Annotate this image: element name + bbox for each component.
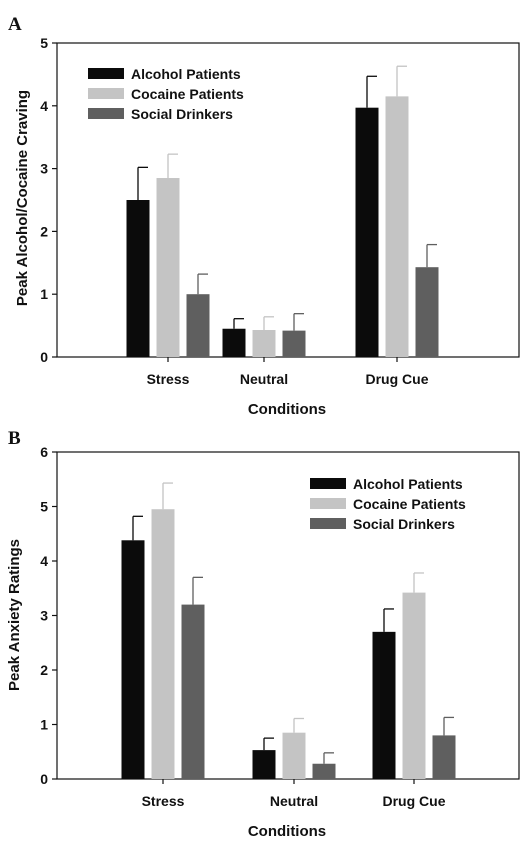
bar-cocaine [156, 178, 180, 357]
legend-label-alcohol: Alcohol Patients [353, 476, 463, 492]
x-tick-label: Drug Cue [383, 793, 446, 809]
bar-cocaine [385, 96, 409, 357]
legend-swatch-cocaine [88, 88, 124, 99]
bar-alcohol [121, 540, 145, 779]
bar-alcohol [372, 631, 396, 779]
legend-swatch-alcohol [88, 68, 124, 79]
bar-alcohol [355, 107, 379, 358]
x-tick-label: Neutral [270, 793, 318, 809]
bar-cocaine [252, 329, 276, 357]
legend-swatch-social [88, 108, 124, 119]
bar-social [186, 294, 210, 357]
y-tick-label: 4 [40, 98, 48, 114]
y-tick-label: 0 [40, 771, 48, 787]
panel-b-legend: Alcohol Patients Cocaine Patients Social… [310, 476, 466, 532]
y-tick-label: 6 [40, 444, 48, 460]
x-tick-label: Stress [147, 371, 190, 387]
panel-a-y-axis-title: Peak Alcohol/Cocaine Craving [14, 90, 31, 306]
y-tick-label: 1 [40, 286, 48, 302]
bar-cocaine [282, 732, 306, 779]
bar-cocaine [151, 509, 175, 779]
panel-b: B 0 1 2 3 4 5 6 Stress Neutral Drug Cue Peak Anxi… [6, 428, 520, 840]
plot-frame [56, 42, 520, 358]
legend-swatch-cocaine [310, 498, 346, 509]
panel-b-y-axis-title: Peak Anxiety Ratings [6, 539, 23, 691]
bar-social [282, 330, 306, 357]
x-tick-label: Drug Cue [366, 371, 429, 387]
legend-label-cocaine: Cocaine Patients [353, 496, 466, 512]
legend-swatch-alcohol [310, 478, 346, 489]
bar-alcohol [222, 328, 246, 357]
y-tick-label: 3 [40, 161, 48, 177]
panel-b-plot: 0 1 2 3 4 5 6 Stress Neutral Drug Cue [40, 444, 520, 809]
y-tick-label: 5 [40, 35, 48, 51]
y-tick-label: 2 [40, 223, 48, 239]
bar-social [432, 735, 456, 779]
panel-a-plot: 0 1 2 3 4 5 Stress Neutral Drug Cue [40, 35, 520, 387]
panel-a-x-axis-title: Conditions [248, 401, 326, 418]
bar-social [415, 267, 439, 357]
panel-a-legend: Alcohol Patients Cocaine Patients Social… [88, 66, 244, 122]
legend-label-social: Social Drinkers [353, 516, 455, 532]
panel-b-x-axis-title: Conditions [248, 823, 326, 840]
legend-label-social: Social Drinkers [131, 106, 233, 122]
bar-social [312, 763, 336, 779]
y-tick-label: 4 [40, 553, 48, 569]
y-tick-label: 0 [40, 349, 48, 365]
bar-alcohol [252, 750, 276, 779]
panel-a-letter: A [8, 14, 22, 35]
legend-label-cocaine: Cocaine Patients [131, 86, 244, 102]
y-tick-label: 2 [40, 662, 48, 678]
x-tick-label: Neutral [240, 371, 288, 387]
legend-label-alcohol: Alcohol Patients [131, 66, 241, 82]
y-tick-label: 3 [40, 608, 48, 624]
y-tick-label: 5 [40, 499, 48, 515]
legend-swatch-social [310, 518, 346, 529]
panel-a: A 0 1 2 3 4 5 Stress Neutral Drug Cue Peak Alcoh… [8, 14, 520, 418]
y-tick-label: 1 [40, 717, 48, 733]
bar-social [181, 604, 205, 779]
bar-cocaine [402, 592, 426, 779]
bar-alcohol [126, 200, 150, 357]
x-tick-label: Stress [142, 793, 185, 809]
panel-b-letter: B [8, 428, 21, 449]
